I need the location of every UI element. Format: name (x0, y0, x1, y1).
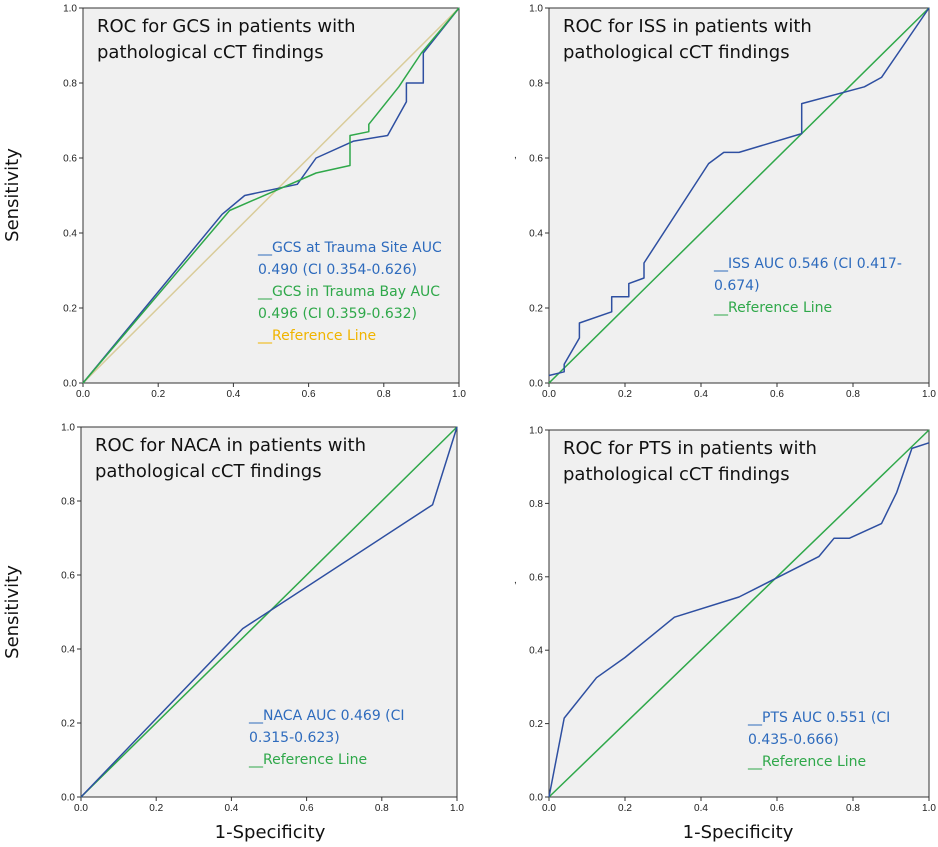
y-tick-label: 0.4 (529, 229, 543, 240)
x-tick-label: 1.0 (922, 803, 936, 814)
x-tick-label: 0.6 (770, 389, 784, 400)
y-tick-label: 1.0 (63, 4, 77, 15)
x-tick-label: 0.2 (618, 803, 632, 814)
y-tick-label: 0.6 (61, 571, 75, 582)
panel-iss: 0.0 0.2 0.4 0.6 0.8 1.0 0.0 0.2 0.4 0.6 0.8 1.0 ROC … (529, 4, 936, 401)
x-tick-label: 0.0 (542, 803, 556, 814)
y-tick-label: 0.6 (529, 572, 543, 583)
x-tick-label: 0.6 (770, 803, 784, 814)
y-tick-label: 0.0 (529, 379, 543, 390)
y-tick-label: 0.8 (61, 497, 75, 508)
y-tick-label: 0.0 (63, 379, 77, 390)
y-tick-label: 0.4 (61, 645, 75, 656)
panel-title-line: ROC for ISS in patients with (563, 16, 812, 37)
legend-entry: __GCS in Trauma Bay AUC (257, 284, 440, 300)
x-tick-label: 0.4 (694, 389, 708, 400)
x-tick-label: 0.8 (375, 803, 389, 814)
legend-entry: __PTS AUC 0.551 (CI (747, 710, 890, 726)
x-tick-label: 0.0 (76, 389, 90, 400)
panel-title-line: ROC for GCS in patients with (97, 16, 356, 37)
y-tick-label: 0.8 (63, 79, 77, 90)
x-tick-label: 0.6 (300, 803, 314, 814)
y-tick-label: 0.2 (529, 719, 543, 730)
y-tick-label: 0.0 (529, 793, 543, 804)
legend-entry: __GCS at Trauma Site AUC (257, 240, 442, 256)
x-tick-label: 0.2 (618, 389, 632, 400)
roc-line-iss (548, 7, 930, 377)
y-axis-title-top: Sensitivity (2, 148, 23, 242)
y-tick-label: 1.0 (529, 4, 543, 15)
x-tick-label: 0.4 (226, 389, 240, 400)
y-tick-label: 1.0 (529, 426, 543, 437)
x-tick-label: 0.2 (149, 803, 163, 814)
x-axis-title-right: 1-Specificity (683, 822, 794, 843)
legend-entry: __Reference Line (257, 328, 376, 344)
x-axis-title-left: 1-Specificity (215, 822, 326, 843)
y-tick-label: 0.4 (529, 646, 543, 657)
x-tick-label: 0.4 (694, 803, 708, 814)
panel-naca: 0.0 0.2 0.4 0.6 0.8 1.0 0.0 0.2 0.4 0.6 0.8 1.0 ROC … (61, 423, 464, 815)
legend-entry: 0.315-0.623) (249, 730, 340, 746)
y-tick-label: 0.6 (63, 154, 77, 165)
y-tick-label: 1.0 (61, 423, 75, 434)
roc-line-pts (548, 442, 930, 798)
panel-title-line: pathological cCT findings (95, 461, 322, 482)
legend-entry: 0.490 (CI 0.354-0.626) (258, 262, 417, 278)
legend-entry: __Reference Line (713, 300, 832, 316)
legend-entry: __Reference Line (747, 754, 866, 770)
roc-line-gcs-in-trauma-bay (82, 7, 460, 384)
x-tick-label: 1.0 (450, 803, 464, 814)
x-tick-label: 0.0 (542, 389, 556, 400)
legend-entry: 0.674) (714, 278, 760, 294)
x-tick-label: 0.2 (151, 389, 165, 400)
y-tick-label: 0.0 (61, 793, 75, 804)
panel-title-line: pathological cCT findings (563, 464, 790, 485)
stray-mark-top: , (514, 150, 517, 161)
legend-entry: 0.496 (CI 0.359-0.632) (258, 306, 417, 322)
panel-gcs: 0.0 0.2 0.4 0.6 0.8 1.0 0.0 0.2 0.4 0.6 0.8 1.0 ROC … (63, 4, 466, 401)
y-tick-label: 0.2 (61, 719, 75, 730)
x-tick-label: 0.6 (302, 389, 316, 400)
legend-entry: __ISS AUC 0.546 (CI 0.417- (713, 256, 902, 272)
roc-line-reference-line (548, 429, 930, 798)
x-tick-label: 0.8 (846, 803, 860, 814)
x-tick-label: 0.4 (224, 803, 238, 814)
panel-title-line: ROC for PTS in patients with (563, 438, 817, 459)
x-tick-label: 0.8 (377, 389, 391, 400)
panel-title-line: ROC for NACA in patients with (95, 435, 366, 456)
roc-line-reference-line (82, 7, 460, 384)
x-tick-label: 1.0 (452, 389, 466, 400)
y-tick-label: 0.2 (529, 304, 543, 315)
x-tick-label: 0.8 (846, 389, 860, 400)
y-axis-title-bottom: Sensitivity (2, 565, 23, 659)
y-tick-label: 0.2 (63, 304, 77, 315)
y-tick-label: 0.8 (529, 79, 543, 90)
y-tick-label: 0.4 (63, 229, 77, 240)
roc-line-gcs-at-trauma-site (82, 7, 460, 384)
x-tick-label: 1.0 (922, 389, 936, 400)
legend-entry: 0.435-0.666) (748, 732, 839, 748)
x-tick-label: 0.0 (74, 803, 88, 814)
panel-title-line: pathological cCT findings (97, 42, 324, 63)
y-tick-label: 0.6 (529, 154, 543, 165)
panel-pts: 0.0 0.2 0.4 0.6 0.8 1.0 0.0 0.2 0.4 0.6 0.8 1.0 ROC … (529, 426, 936, 815)
roc-line-reference-line (548, 7, 930, 384)
y-tick-label: 0.8 (529, 499, 543, 510)
roc-line-naca (80, 426, 458, 798)
legend-entry: __Reference Line (248, 752, 367, 768)
panel-title-line: pathological cCT findings (563, 42, 790, 63)
stray-mark-bottom: , (514, 575, 517, 586)
legend-entry: __NACA AUC 0.469 (CI (248, 708, 405, 724)
